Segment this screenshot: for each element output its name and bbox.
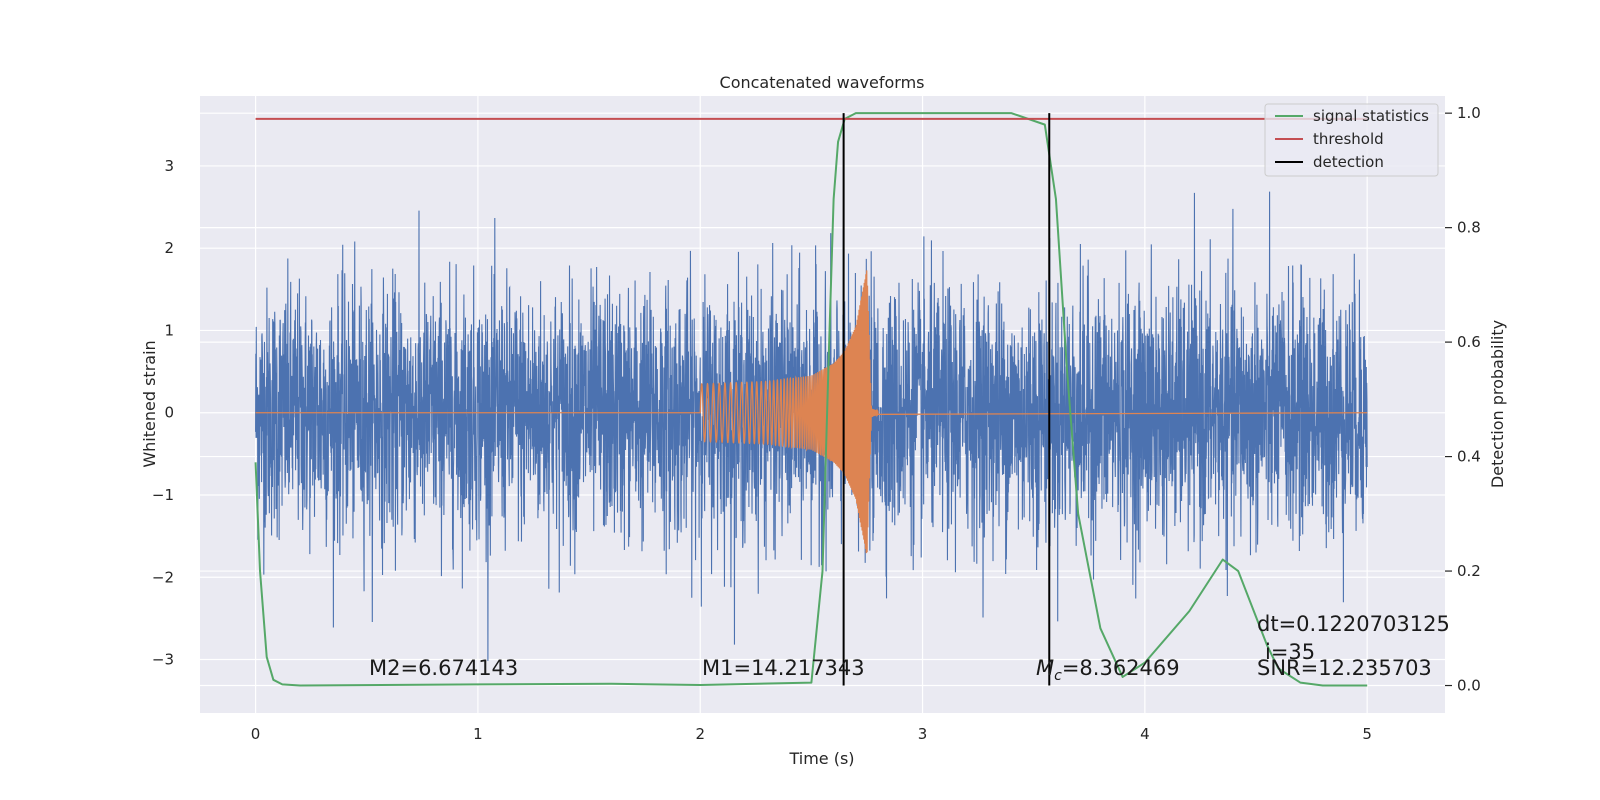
series-signal-statistics xyxy=(254,112,1368,687)
y-tick-label: −1 xyxy=(152,486,174,504)
y2-axis-label: Detection probability xyxy=(1488,320,1507,488)
y2-tick-label: 1.0 xyxy=(1457,104,1481,122)
legend-label-threshold: threshold xyxy=(1313,130,1384,148)
tick-labels: 0 1 2 3 4 5 −3 −2 −1 0 1 2 3 0.0 0.2 0.4 0.6 0.8 1.0 xyxy=(152,104,1481,743)
annotation-mc-subscript: c xyxy=(1054,668,1062,684)
y-tick-label: 2 xyxy=(164,239,174,257)
y-tick-label: 1 xyxy=(164,321,174,339)
y-tick-label: −2 xyxy=(152,568,174,586)
annotation-m2: M2=6.674143 xyxy=(369,656,518,680)
x-tick-label: 3 xyxy=(918,725,928,743)
series-layer xyxy=(254,112,1368,687)
y-tick-label: 0 xyxy=(164,404,174,422)
series-injected-waveform xyxy=(255,270,1368,554)
legend-frame xyxy=(1264,103,1439,177)
y2-tick-label: 0.4 xyxy=(1457,448,1481,466)
annotation-m1: M1=14.217343 xyxy=(702,656,865,680)
annotation-snr: SNR=12.235703 xyxy=(1257,656,1432,680)
y2-tick-label: 0.8 xyxy=(1457,219,1481,237)
annotation-mc-symbol: M xyxy=(1036,656,1054,680)
x-tick-label: 0 xyxy=(251,725,261,743)
x-tick-label: 4 xyxy=(1140,725,1150,743)
annotation-dt: dt=0.1220703125 xyxy=(1257,612,1450,636)
y2-tick-label: 0.6 xyxy=(1457,333,1481,351)
y2-tick-label: 0.2 xyxy=(1457,562,1481,580)
x-tick-label: 5 xyxy=(1362,725,1372,743)
annotation-i: i=35 xyxy=(1265,640,1315,664)
annotation-mc-value: =8.362469 xyxy=(1062,656,1180,680)
y2-tick-label: 0.0 xyxy=(1457,677,1481,695)
y-tick-label: −3 xyxy=(152,651,174,669)
annotation-mc: Mc=8.362469 xyxy=(1036,656,1180,684)
legend-label-detection: detection xyxy=(1313,153,1384,171)
y-axis-label: Whitened strain xyxy=(140,340,159,467)
legend: signal statistics threshold detection xyxy=(1264,103,1439,177)
x-axis-label: Time (s) xyxy=(788,749,854,768)
y-tick-label: 3 xyxy=(164,157,174,175)
legend-label-signal-statistics: signal statistics xyxy=(1313,107,1429,125)
chart-title: Concatenated waveforms xyxy=(720,73,925,92)
x-tick-label: 1 xyxy=(473,725,483,743)
x-tick-label: 2 xyxy=(695,725,705,743)
